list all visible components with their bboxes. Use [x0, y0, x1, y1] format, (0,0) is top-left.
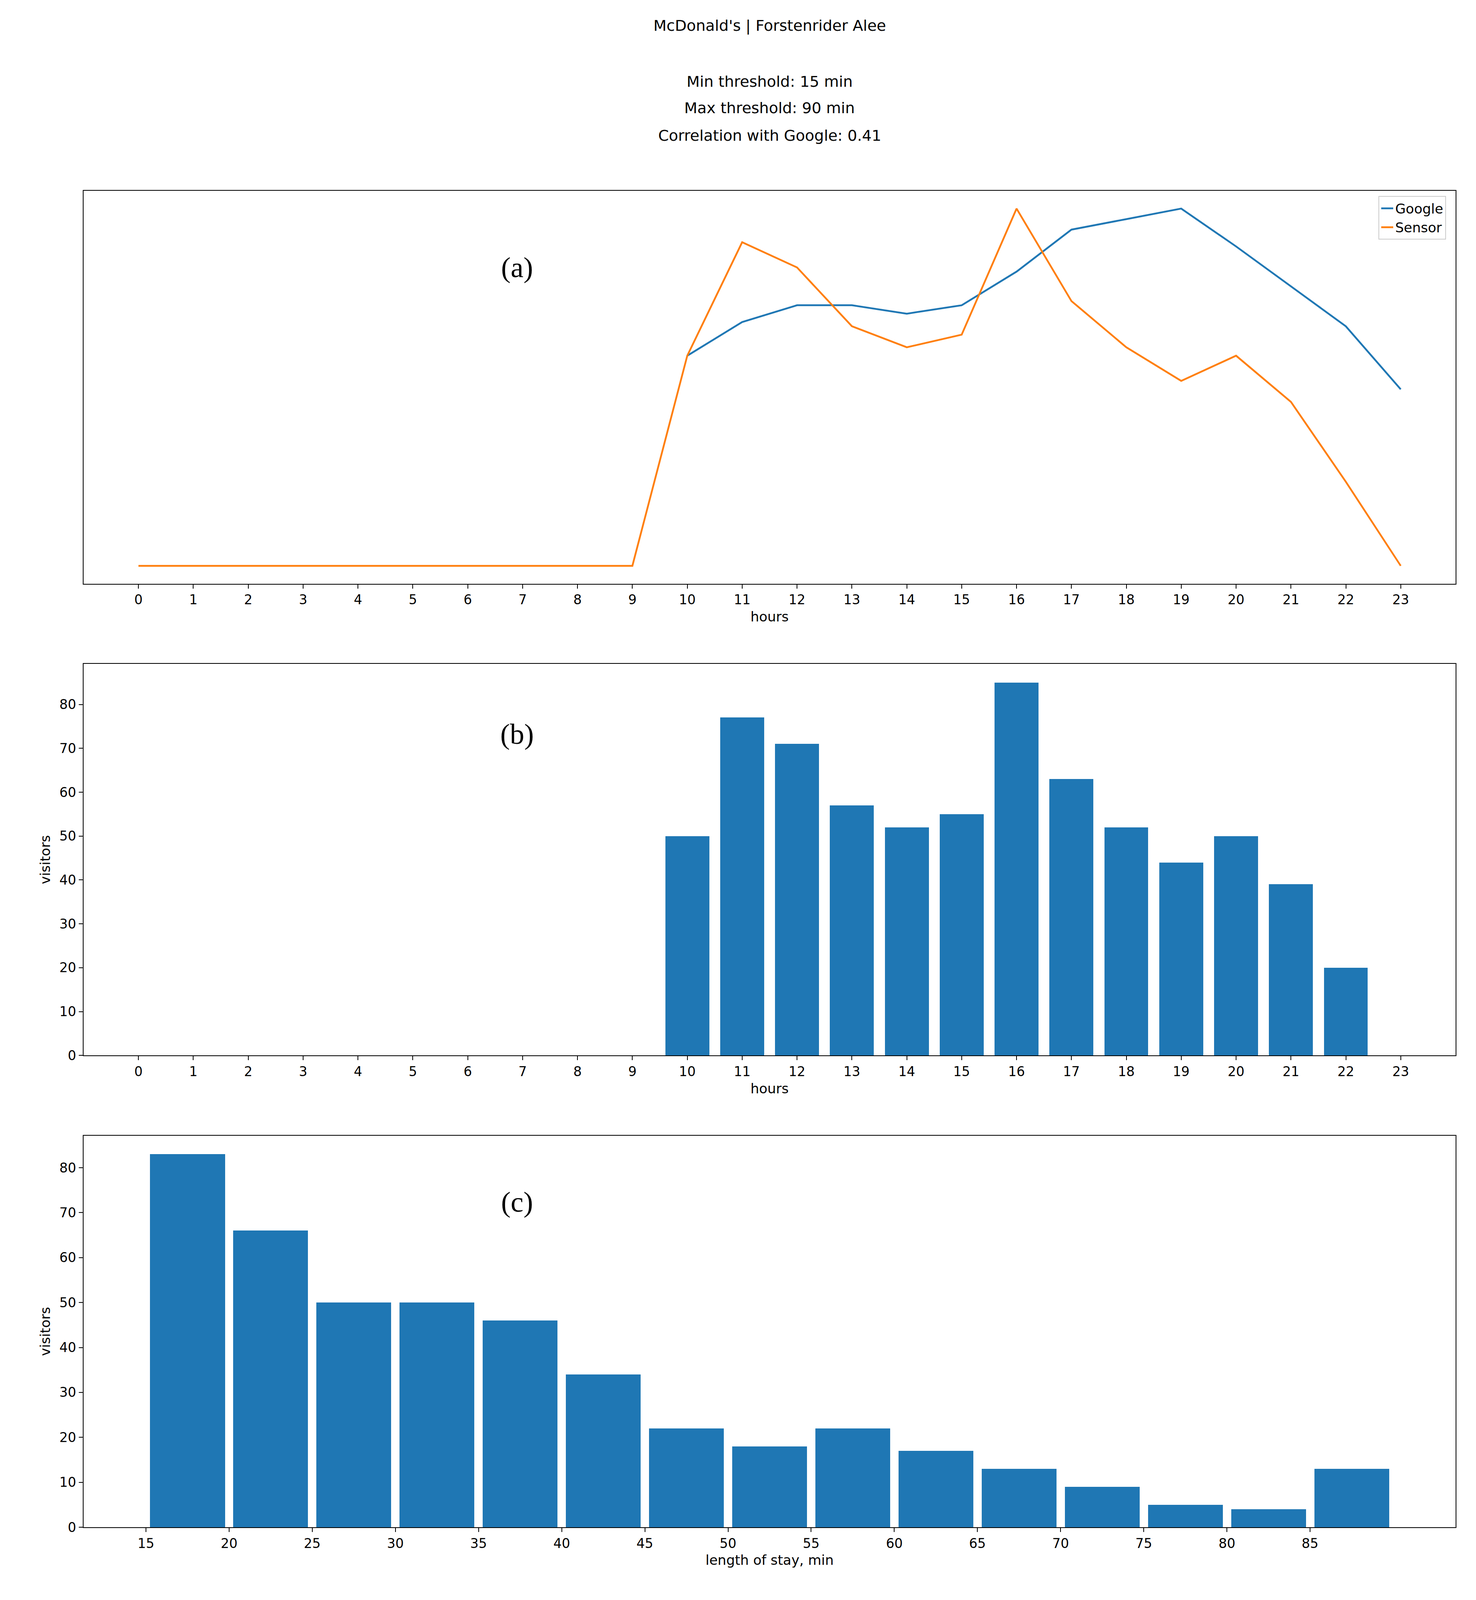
svg-text:(a): (a) — [501, 251, 534, 284]
svg-text:1: 1 — [189, 591, 198, 608]
svg-text:Min threshold: 15 min: Min threshold: 15 min — [686, 72, 853, 91]
svg-text:5: 5 — [408, 1063, 418, 1080]
svg-text:70: 70 — [1052, 1535, 1069, 1552]
svg-text:40: 40 — [59, 1339, 76, 1356]
svg-text:70: 70 — [59, 1204, 76, 1221]
svg-text:10: 10 — [679, 591, 696, 608]
svg-text:23: 23 — [1392, 1063, 1410, 1080]
svg-text:8: 8 — [573, 1063, 582, 1080]
svg-text:20: 20 — [220, 1535, 238, 1552]
svg-text:75: 75 — [1135, 1535, 1153, 1552]
svg-text:18: 18 — [1118, 1063, 1135, 1080]
svg-text:1: 1 — [189, 1063, 198, 1080]
svg-text:10: 10 — [679, 1063, 696, 1080]
svg-text:10: 10 — [59, 1474, 76, 1490]
svg-text:30: 30 — [59, 1384, 76, 1401]
svg-text:22: 22 — [1337, 1063, 1355, 1080]
svg-text:3: 3 — [298, 591, 308, 608]
svg-text:50: 50 — [719, 1535, 737, 1552]
svg-text:9: 9 — [628, 1063, 637, 1080]
svg-text:7: 7 — [518, 1063, 527, 1080]
svg-text:30: 30 — [387, 1535, 404, 1552]
svg-text:20: 20 — [59, 959, 76, 976]
svg-text:60: 60 — [885, 1535, 903, 1552]
svg-text:visitors: visitors — [37, 834, 54, 885]
svg-text:85: 85 — [1301, 1535, 1319, 1552]
svg-text:0: 0 — [67, 1519, 76, 1536]
svg-text:65: 65 — [968, 1535, 986, 1552]
svg-text:0: 0 — [134, 1063, 143, 1080]
svg-text:19: 19 — [1172, 591, 1190, 608]
svg-text:13: 13 — [843, 1063, 861, 1080]
svg-text:45: 45 — [636, 1535, 654, 1552]
svg-text:20: 20 — [59, 1429, 76, 1446]
svg-text:Max threshold: 90 min: Max threshold: 90 min — [684, 99, 855, 117]
svg-text:15: 15 — [953, 1063, 971, 1080]
svg-text:55: 55 — [802, 1535, 820, 1552]
svg-text:17: 17 — [1062, 591, 1080, 608]
svg-text:60: 60 — [59, 784, 76, 801]
svg-text:visitors: visitors — [37, 1306, 54, 1357]
svg-text:10: 10 — [59, 1003, 76, 1020]
svg-text:6: 6 — [463, 591, 472, 608]
svg-text:35: 35 — [470, 1535, 488, 1552]
svg-text:50: 50 — [59, 828, 76, 844]
svg-text:21: 21 — [1282, 591, 1300, 608]
svg-text:80: 80 — [59, 696, 76, 713]
svg-text:length of stay, min: length of stay, min — [705, 1551, 834, 1568]
svg-text:80: 80 — [59, 1160, 76, 1176]
svg-text:7: 7 — [518, 591, 527, 608]
svg-text:16: 16 — [1008, 591, 1025, 608]
svg-text:40: 40 — [59, 872, 76, 888]
svg-text:0: 0 — [67, 1047, 76, 1064]
svg-text:19: 19 — [1172, 1063, 1190, 1080]
svg-text:14: 14 — [898, 591, 916, 608]
svg-text:20: 20 — [1227, 591, 1245, 608]
svg-text:6: 6 — [463, 1063, 472, 1080]
svg-text:70: 70 — [59, 740, 76, 757]
svg-text:Sensor: Sensor — [1395, 219, 1443, 236]
svg-text:11: 11 — [733, 1063, 751, 1080]
svg-text:hours: hours — [750, 1080, 789, 1097]
svg-text:McDonald's | Forstenrider Alee: McDonald's | Forstenrider Alee — [653, 16, 887, 35]
svg-text:hours: hours — [750, 608, 789, 625]
svg-text:80: 80 — [1218, 1535, 1236, 1552]
svg-text:5: 5 — [408, 591, 418, 608]
svg-text:40: 40 — [553, 1535, 571, 1552]
svg-text:50: 50 — [59, 1294, 76, 1311]
svg-text:16: 16 — [1008, 1063, 1025, 1080]
svg-text:Correlation with Google: 0.41: Correlation with Google: 0.41 — [658, 126, 882, 145]
svg-text:30: 30 — [59, 916, 76, 932]
svg-text:22: 22 — [1337, 591, 1355, 608]
svg-text:15: 15 — [953, 591, 971, 608]
svg-text:4: 4 — [353, 591, 363, 608]
svg-text:4: 4 — [353, 1063, 363, 1080]
svg-text:(c): (c) — [501, 1186, 534, 1219]
svg-text:12: 12 — [788, 1063, 806, 1080]
svg-text:14: 14 — [898, 1063, 916, 1080]
svg-text:21: 21 — [1282, 1063, 1300, 1080]
svg-text:2: 2 — [243, 591, 253, 608]
svg-text:13: 13 — [843, 591, 861, 608]
svg-text:11: 11 — [733, 591, 751, 608]
svg-text:9: 9 — [628, 591, 637, 608]
svg-text:18: 18 — [1118, 591, 1135, 608]
svg-text:15: 15 — [137, 1535, 155, 1552]
svg-text:2: 2 — [243, 1063, 253, 1080]
svg-text:20: 20 — [1227, 1063, 1245, 1080]
svg-text:(b): (b) — [500, 718, 534, 751]
svg-text:12: 12 — [788, 591, 806, 608]
svg-text:23: 23 — [1392, 591, 1410, 608]
svg-text:3: 3 — [298, 1063, 308, 1080]
svg-text:17: 17 — [1062, 1063, 1080, 1080]
svg-text:0: 0 — [134, 591, 143, 608]
svg-text:25: 25 — [303, 1535, 321, 1552]
svg-text:Google: Google — [1395, 200, 1444, 217]
svg-text:8: 8 — [573, 591, 582, 608]
svg-text:60: 60 — [59, 1249, 76, 1266]
